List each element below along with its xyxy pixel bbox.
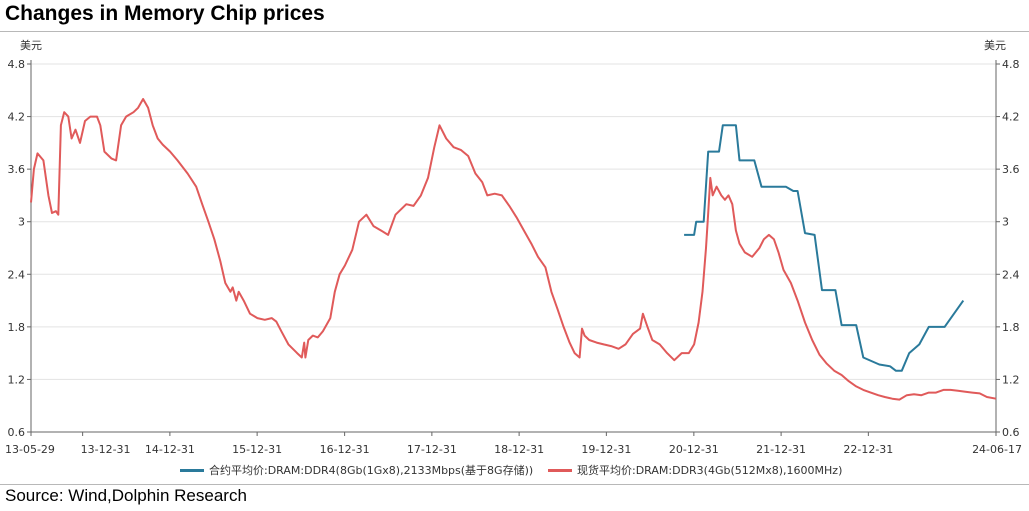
x-tick-label: 18-12-31 [494,443,544,456]
legend-label-contract: 合约平均价:DRAM:DDR4(8Gb(1Gx8),2133Mbps(基于8G存… [209,464,534,477]
series-lines [30,98,997,401]
source-divider [0,484,1029,485]
x-tick-label: 19-12-31 [581,443,631,456]
title-divider [0,31,1029,32]
x-tick-label: 24-06-17 [972,443,1022,456]
x-tick-label: 22-12-31 [843,443,893,456]
series-line-contract [684,124,965,372]
x-ticks: 13-05-29 13-12-31 14-12-31 15-12-31 16-12-31… [5,432,1022,456]
y-tick-label-right: 0.6 [1002,426,1020,439]
legend-swatch-contract [180,468,204,472]
x-tick-label: 21-12-31 [756,443,806,456]
chart-title: Changes in Memory Chip prices [5,2,325,25]
legend-item-spot: 现货平均价:DRAM:DDR3(4Gb(512Mx8),1600MHz) [548,462,842,478]
x-tick-label: 14-12-31 [145,443,195,456]
axes [30,60,997,433]
y-ticks-right: 0.6 1.2 1.8 2.4 3 3.6 4.2 4.8 [996,58,1020,439]
y-tick-label-left: 3 [18,216,25,229]
y-tick-label-right: 1.2 [1002,373,1020,386]
x-tick-label: 17-12-31 [407,443,457,456]
x-tick-label: 13-12-31 [81,443,131,456]
x-tick-label: 16-12-31 [320,443,370,456]
y-unit-right: 美元 [984,39,1006,52]
y-tick-label-right: 4.8 [1002,58,1020,71]
x-tick-label: 13-05-29 [5,443,55,456]
y-tick-label-right: 3.6 [1002,163,1020,176]
y-tick-label-left: 4.2 [8,111,26,124]
legend-item-contract: 合约平均价:DRAM:DDR4(8Gb(1Gx8),2133Mbps(基于8G存… [180,462,533,478]
source-note: Source: Wind,Dolphin Research [5,486,247,505]
y-ticks-left: 0.6 1.2 1.8 2.4 3 3.6 4.2 4.8 [8,58,31,439]
y-tick-label-left: 1.2 [8,373,26,386]
y-tick-label-left: 4.8 [8,58,26,71]
series-line-spot [30,98,997,401]
y-tick-label-left: 3.6 [8,163,26,176]
y-tick-label-right: 2.4 [1002,268,1020,281]
legend-label-spot: 现货平均价:DRAM:DDR3(4Gb(512Mx8),1600MHz) [577,464,843,477]
y-tick-label-left: 0.6 [8,426,26,439]
y-tick-label-right: 4.2 [1002,111,1020,124]
legend-swatch-spot [548,468,572,472]
y-tick-label-left: 2.4 [8,268,26,281]
gridlines [31,63,996,433]
x-tick-label: 20-12-31 [669,443,719,456]
y-unit-left: 美元 [20,39,42,52]
x-tick-label: 15-12-31 [232,443,282,456]
y-tick-label-right: 3 [1002,216,1009,229]
y-tick-label-right: 1.8 [1002,321,1020,334]
y-tick-label-left: 1.8 [8,321,26,334]
price-line-chart: 美元 美元 0.6 1.2 1.8 2.4 3 3.6 4.2 4.8 0.6 1.2 1.8 2.… [5,39,1022,456]
